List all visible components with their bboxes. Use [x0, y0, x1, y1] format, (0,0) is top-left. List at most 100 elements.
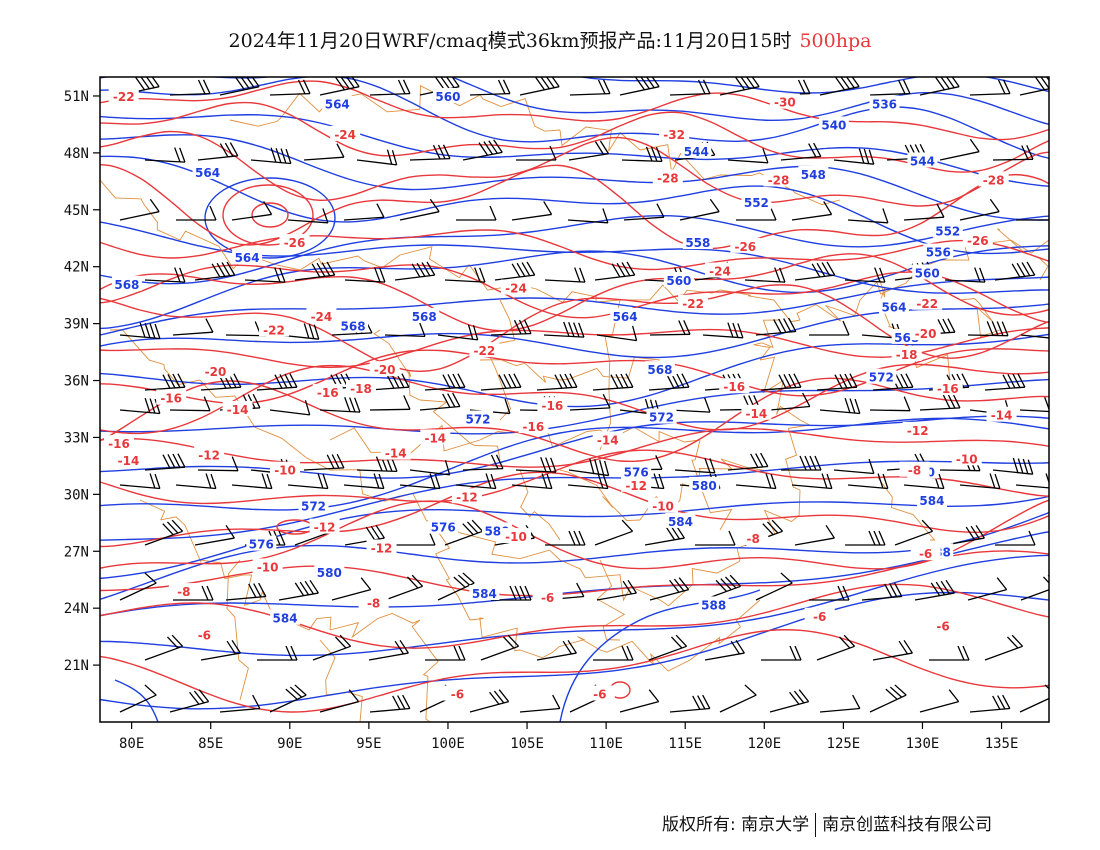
- geopotential-label: 572: [465, 412, 490, 426]
- geopotential-label: 560: [666, 274, 691, 288]
- temperature-label: -30: [774, 96, 796, 110]
- label-halo: [648, 497, 679, 513]
- lat-tick-label: 33N: [64, 430, 89, 446]
- wind-barb: [144, 267, 186, 283]
- geopotential-label: 544: [684, 145, 709, 159]
- temperature-label: -14: [597, 433, 619, 447]
- wind-barb: [593, 645, 634, 661]
- label-halo: [330, 125, 361, 141]
- wind-barb: [819, 397, 861, 415]
- boundary-line: [479, 94, 561, 132]
- lat-tick-label: 24N: [64, 601, 89, 617]
- lat-tick-label: 42N: [64, 260, 89, 276]
- label-halo: [432, 87, 463, 103]
- lon-tick-label: 130E: [906, 736, 940, 752]
- pressure-level: 500hpa: [799, 30, 872, 52]
- wind-barb: [545, 530, 586, 546]
- wind-barb: [794, 261, 836, 281]
- wind-barb: [444, 519, 484, 546]
- boundary-line: [519, 636, 601, 659]
- boundary-line: [199, 559, 261, 606]
- wind-barb: [872, 373, 914, 391]
- temperature-label: -20: [374, 363, 396, 377]
- wind-barb: [761, 645, 802, 661]
- temperature-label: -8: [177, 585, 190, 599]
- temperature-label: -32: [663, 128, 685, 142]
- label-halo: [798, 165, 829, 181]
- label-halo: [500, 279, 531, 295]
- label-halo: [878, 298, 909, 314]
- label-halo: [189, 626, 220, 642]
- wind-barb: [569, 79, 611, 96]
- temperature-label: -6: [198, 629, 211, 643]
- wind-barb: [819, 694, 861, 713]
- wind-barb: [967, 321, 1009, 337]
- label-halo: [689, 476, 720, 492]
- label-halo: [907, 152, 938, 168]
- wind-barb: [197, 456, 239, 472]
- label-halo: [246, 535, 277, 551]
- wind-barb: [197, 142, 239, 161]
- wind-barb: [702, 574, 742, 601]
- title-text: 2024年11月20日WRF/cmaq模式36km预报产品:11月20日15时: [228, 30, 792, 52]
- map-title: 2024年11月20日WRF/cmaq模式36km预报产品:11月20日15时 5…: [0, 26, 1100, 53]
- geopotential-contour: [100, 511, 1049, 601]
- label-halo: [962, 232, 993, 248]
- temperature-contour: [100, 130, 1049, 207]
- temperature-label: -26: [284, 236, 306, 250]
- boundary-line: [996, 228, 1049, 281]
- geopotential-label: 584: [472, 587, 497, 601]
- wind-barb: [491, 585, 532, 601]
- label-halo: [309, 518, 340, 534]
- temperature-label: -22: [916, 297, 938, 311]
- lat-tick-label: 36N: [64, 374, 89, 390]
- label-halo: [537, 397, 568, 413]
- wind-barb: [303, 143, 345, 161]
- wind-barb: [119, 322, 161, 340]
- geopotential-contour: [578, 77, 1049, 94]
- label-halo: [646, 408, 677, 424]
- geopotential-label: 544: [910, 154, 935, 168]
- wind-barb: [384, 321, 426, 338]
- label-halo: [369, 361, 400, 377]
- wind-barb: [894, 519, 934, 546]
- label-halo: [621, 476, 652, 492]
- wind-barb: [833, 148, 875, 165]
- wind-barb: [344, 267, 386, 283]
- label-halo: [366, 539, 397, 555]
- wind-barb: [995, 530, 1036, 546]
- geopotential-label: 576: [431, 521, 456, 535]
- wind-barb: [760, 373, 802, 391]
- geopotential-closed-contour: [204, 177, 336, 259]
- wind-barb: [480, 373, 522, 391]
- wind-barb: [244, 267, 286, 283]
- wind-barb: [939, 138, 980, 161]
- wind-barb: [621, 146, 663, 163]
- temperature-label: -22: [113, 90, 135, 104]
- boundary-line: [411, 619, 439, 722]
- wind-barb: [269, 79, 311, 96]
- label-halo: [978, 171, 1009, 187]
- wind-barb: [869, 684, 907, 713]
- wind-barb: [368, 639, 409, 661]
- wind-barb: [1020, 574, 1049, 601]
- temperature-contour: [100, 284, 1049, 372]
- wind-barb: [119, 473, 161, 490]
- geopotential-label: 584: [668, 515, 693, 529]
- wind-barb: [303, 453, 345, 471]
- wind-barb: [845, 530, 886, 546]
- wind-barb: [969, 694, 1011, 713]
- temperature-label: -10: [956, 452, 978, 466]
- wind-barb: [319, 397, 361, 413]
- temperature-label: -16: [108, 437, 130, 451]
- wind-barb: [919, 689, 960, 713]
- temperature-label: -16: [160, 392, 182, 406]
- wind-barb: [456, 205, 497, 221]
- wind-barb: [984, 373, 1026, 391]
- label-halo: [730, 237, 761, 253]
- label-halo: [451, 488, 482, 504]
- label-halo: [928, 617, 959, 633]
- copyright-company: 南京创蓝科技有限公司: [822, 815, 993, 835]
- wind-barb: [669, 397, 711, 413]
